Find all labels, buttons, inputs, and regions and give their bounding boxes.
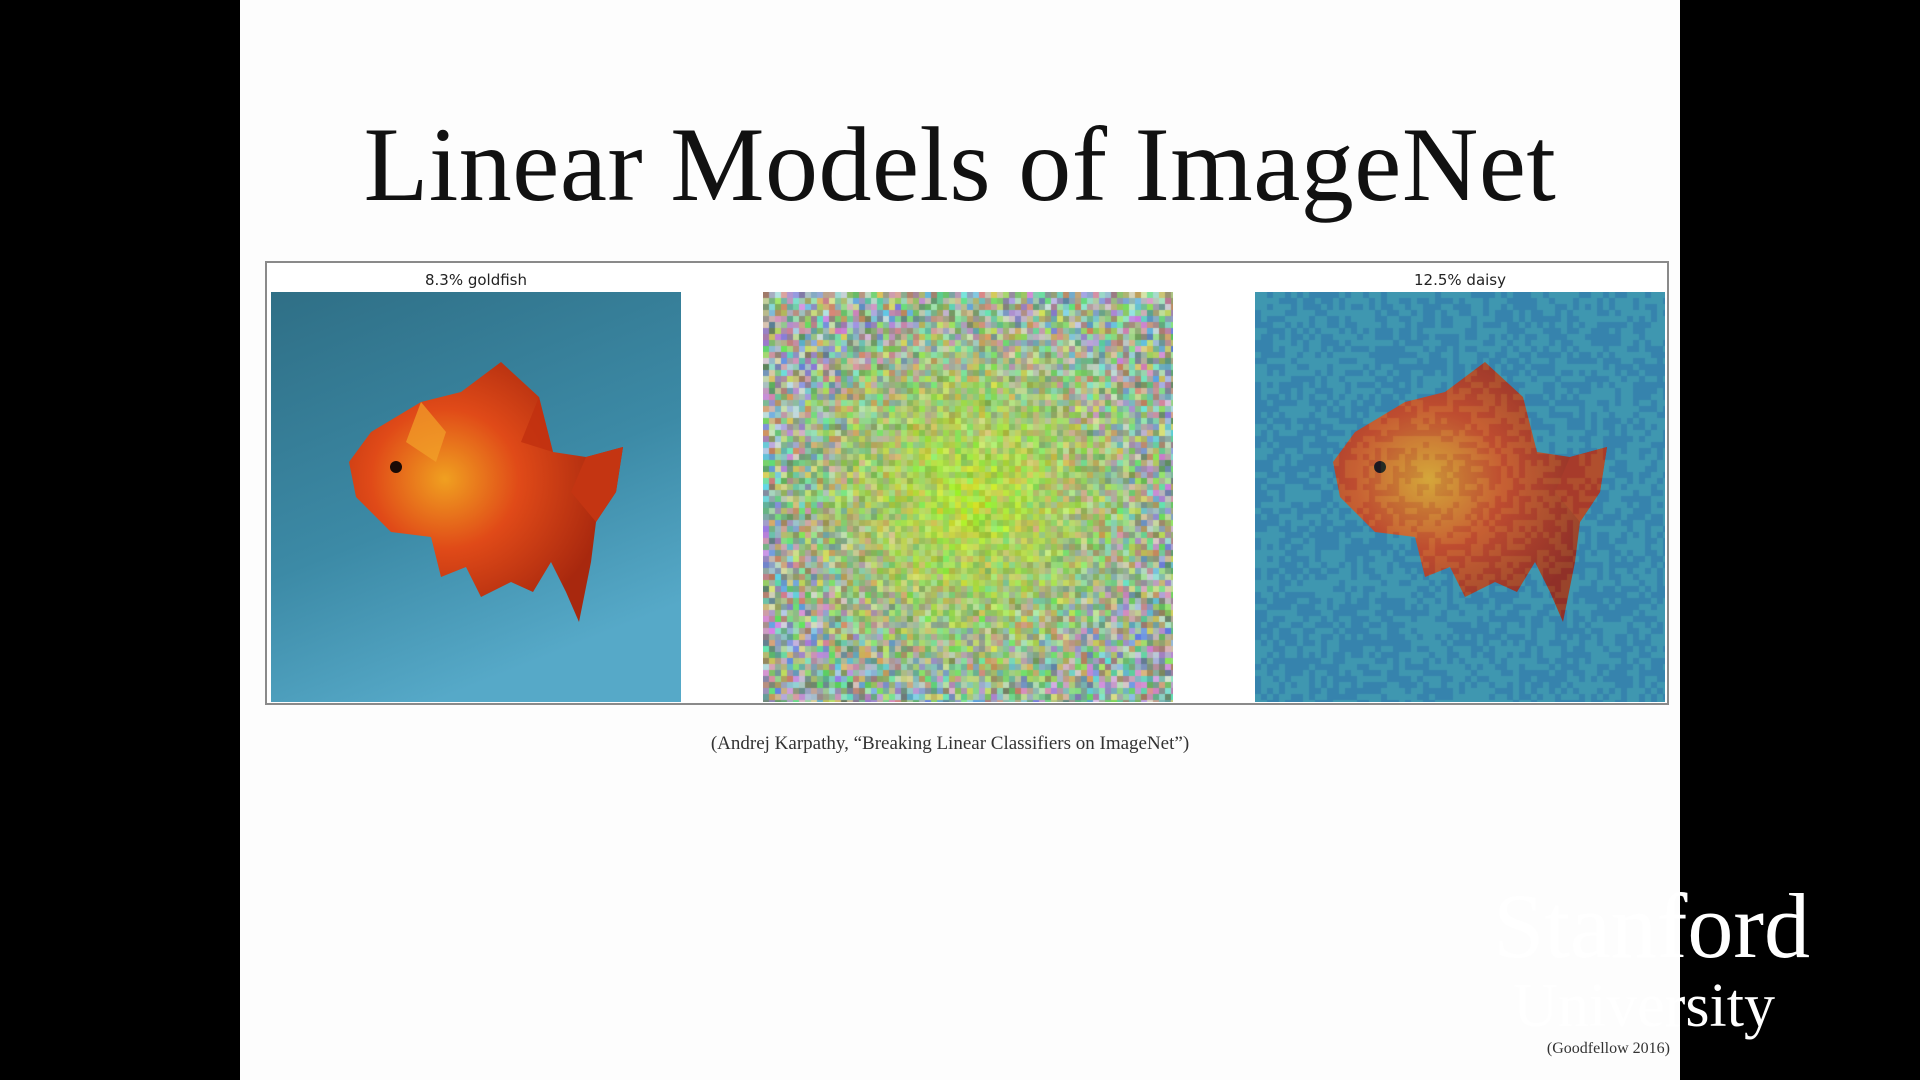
- panel-caption-original: 8.3% goldfish: [424, 271, 528, 289]
- figure-panels: 8.3% goldfish: [265, 261, 1669, 705]
- goldfish-image: [271, 292, 681, 702]
- adversarial-overlay: [1255, 292, 1665, 702]
- logo-line-university: University: [1513, 972, 1775, 1040]
- source-citation: (Andrej Karpathy, “Breaking Linear Class…: [710, 733, 1190, 754]
- panel-caption-adversarial: 12.5% daisy: [1414, 271, 1506, 289]
- slide: Linear Models of ImageNet 8.3% goldfish: [240, 0, 1680, 1080]
- adversarial-panel: [1255, 292, 1665, 702]
- noise-panel: [763, 292, 1173, 702]
- adversarial-noise-image: [763, 292, 1173, 702]
- slide-attribution: (Goodfellow 2016): [1546, 1040, 1670, 1057]
- logo-line-stanford: Stanford: [1493, 875, 1810, 977]
- goldfish-shape: [349, 362, 623, 622]
- slide-title: Linear Models of ImageNet: [363, 106, 1557, 223]
